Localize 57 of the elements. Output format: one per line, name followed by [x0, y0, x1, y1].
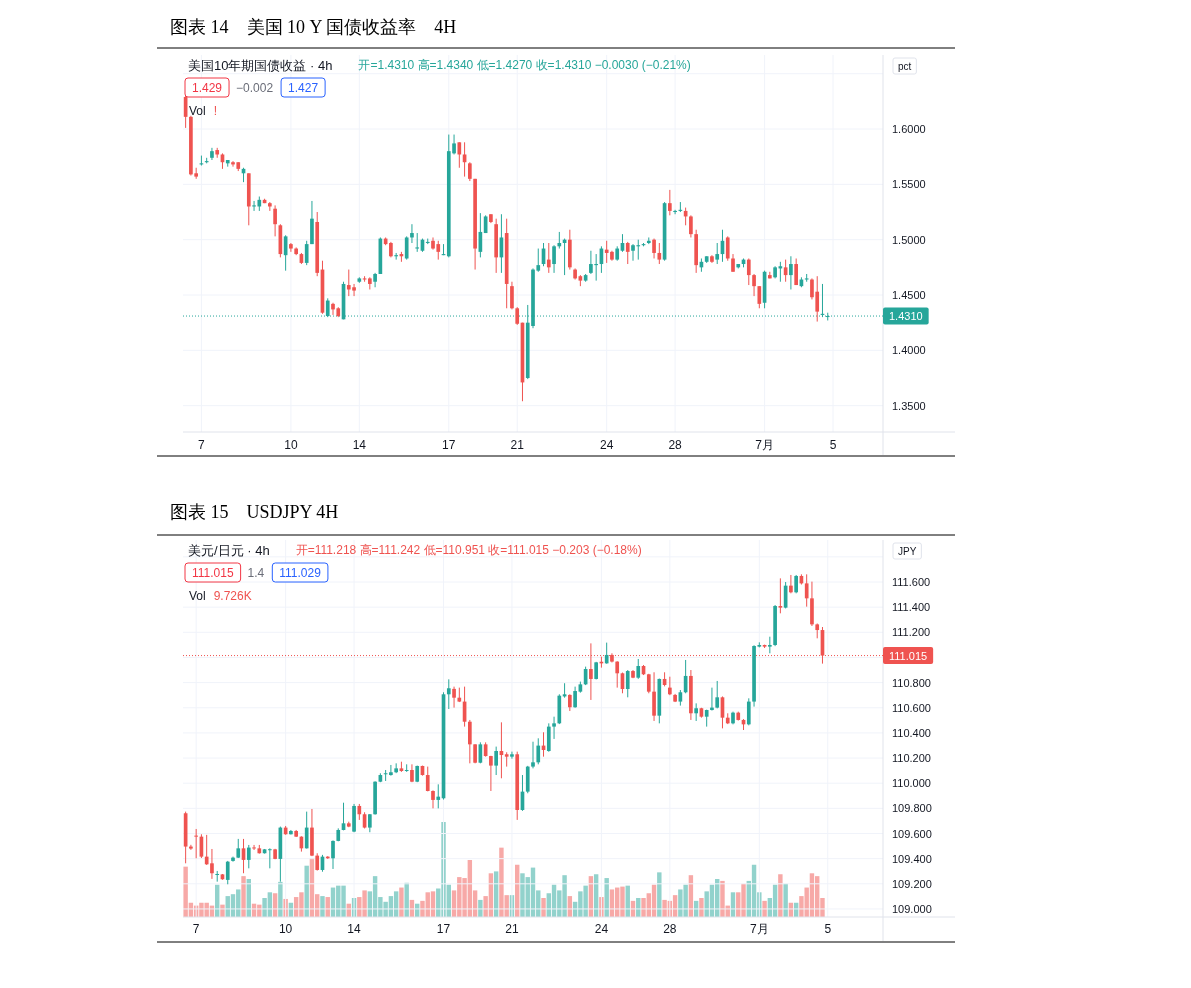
chart-subtitle: 美国10年期国债收益 · 4h: [188, 57, 333, 73]
text: JPY: [898, 545, 917, 557]
annotation: 开=111.218 高=111.242 低=110.951 收=111.015 −0.203 (−0.18%): [295, 543, 642, 557]
x-tick-label: 7: [198, 438, 206, 452]
x-tick-label: 17: [442, 438, 456, 452]
y-tick-label: 1.6000: [892, 123, 926, 136]
chart-title: 图表 14 美国 10 Y 国债收益率 4H: [170, 17, 457, 37]
annotation: !: [213, 104, 218, 118]
y-tick-label: 110.400: [892, 726, 931, 739]
x-tick-label: 14: [347, 922, 362, 936]
y-tick-label: 109.200: [892, 877, 932, 890]
annotation: 9.726K: [213, 589, 252, 603]
x-tick-label: 10: [284, 438, 298, 452]
y-tick-label: 109.400: [892, 852, 932, 865]
annotation: 1.4: [247, 565, 265, 580]
x-tick-label: 24: [594, 922, 609, 936]
annotation: 开=1.4310 高=1.4340 低=1.4270 收=1.4310 −0.0030 (−0.21%): [358, 58, 691, 72]
y-tick-label: 111.200: [892, 626, 931, 639]
annotation: 1.427: [288, 80, 319, 95]
y-tick-label: 110.600: [892, 701, 931, 714]
y-tick-label: 110.800: [892, 676, 931, 689]
x-tick-label: 10: [278, 922, 293, 936]
annotation: 111.029: [279, 565, 322, 580]
x-tick-label: 21: [510, 438, 525, 452]
annotation: Vol: [189, 104, 206, 118]
ref-line-label: 1.4310: [889, 310, 923, 323]
x-tick-label: 24: [600, 438, 614, 452]
x-tick-label: 5: [829, 438, 837, 452]
annotation: 1.429: [192, 80, 223, 95]
y-tick-label: 111.400: [892, 601, 931, 614]
text: pct: [898, 60, 912, 72]
y-tick-label: 111.600: [892, 576, 931, 588]
y-tick-label: 109.000: [892, 902, 932, 915]
y-tick-label: 109.600: [892, 827, 932, 840]
x-tick-label: 5: [824, 922, 832, 936]
ref-line-label: 111.015: [889, 649, 928, 662]
x-tick-label: 7月: [749, 922, 769, 936]
x-tick-label: 7月: [755, 438, 774, 452]
x-tick-label: 17: [436, 922, 451, 936]
x-tick-label: 21: [505, 922, 519, 936]
y-tick-label: 1.3500: [892, 399, 926, 412]
annotation: −0.002: [236, 80, 274, 95]
y-tick-label: 1.4500: [892, 289, 926, 302]
x-tick-label: 28: [668, 438, 683, 452]
chart-subtitle: 美元/日元 · 4h: [188, 542, 270, 558]
x-tick-label: 14: [352, 438, 367, 452]
x-tick-label: 28: [663, 922, 677, 936]
y-tick-label: 110.200: [892, 752, 931, 765]
y-tick-label: 1.5500: [892, 178, 926, 191]
y-tick-label: 1.4000: [892, 344, 926, 357]
annotation: Vol: [189, 589, 206, 603]
chart-title: 图表 15 USDJPY 4H: [170, 502, 339, 522]
y-tick-label: 110.000: [892, 777, 931, 790]
y-tick-label: 109.800: [892, 802, 932, 815]
y-tick-label: 1.5000: [892, 233, 926, 246]
x-tick-label: 7: [192, 922, 200, 936]
annotation: 111.015: [192, 565, 234, 580]
